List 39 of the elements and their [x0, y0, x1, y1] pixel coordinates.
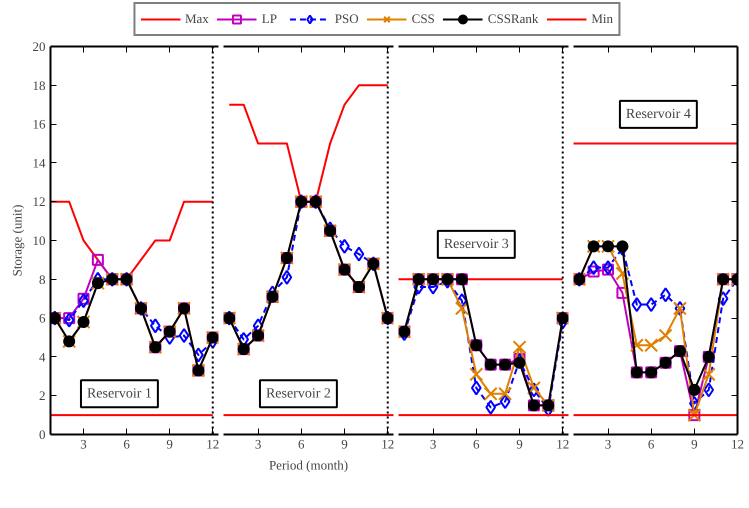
x-axis-title: Period (month) [268, 458, 348, 472]
x-tick-label: 12 [206, 436, 220, 452]
x-tick-label: 6 [648, 436, 655, 452]
x-tick-label: 3 [604, 436, 612, 452]
y-tick-label: 0 [39, 427, 46, 442]
y-tick-label: 14 [32, 155, 46, 170]
legend-label: CSS [412, 11, 435, 27]
x-tick-label: 3 [430, 436, 436, 452]
x-tick-label: 3 [80, 436, 87, 452]
x-tick-label: 6 [473, 436, 480, 452]
x-tick-label: 9 [691, 436, 698, 452]
x-tick-label: 9 [516, 436, 523, 452]
y-tick-label: 6 [39, 310, 46, 326]
y-tick-label: 12 [32, 194, 46, 210]
y-tick-label: 4 [39, 349, 46, 364]
legend-label: CSSRank [488, 11, 538, 27]
x-tick-label: 6 [123, 436, 130, 452]
y-tick-label: 2 [39, 388, 46, 404]
legend-label: PSO [334, 11, 359, 27]
y-tick-label: 8 [39, 272, 46, 287]
legend-label: LP [262, 11, 278, 27]
y-tick-label: 20 [32, 39, 46, 54]
annotation: Reservoir 1 [86, 386, 152, 402]
x-tick-label: 3 [254, 436, 262, 452]
x-tick-label: 9 [166, 436, 173, 452]
y-axis-title: Storage (unit) [10, 204, 24, 276]
annotation: Reservoir 4 [626, 106, 691, 122]
x-tick-label: 12 [381, 436, 394, 452]
x-tick-label: 9 [341, 436, 348, 452]
y-tick-label: 18 [32, 78, 46, 93]
legend-label: Max [184, 11, 209, 27]
x-tick-label: 12 [731, 436, 744, 452]
legend-label: Min [591, 11, 614, 27]
y-tick-label: 16 [32, 116, 46, 132]
x-tick-label: 6 [298, 436, 306, 452]
y-tick-label: 10 [32, 233, 46, 248]
x-tick-label: 12 [556, 436, 570, 452]
annotation: Reservoir 3 [444, 236, 509, 252]
annotation: Reservoir 2 [266, 386, 331, 402]
